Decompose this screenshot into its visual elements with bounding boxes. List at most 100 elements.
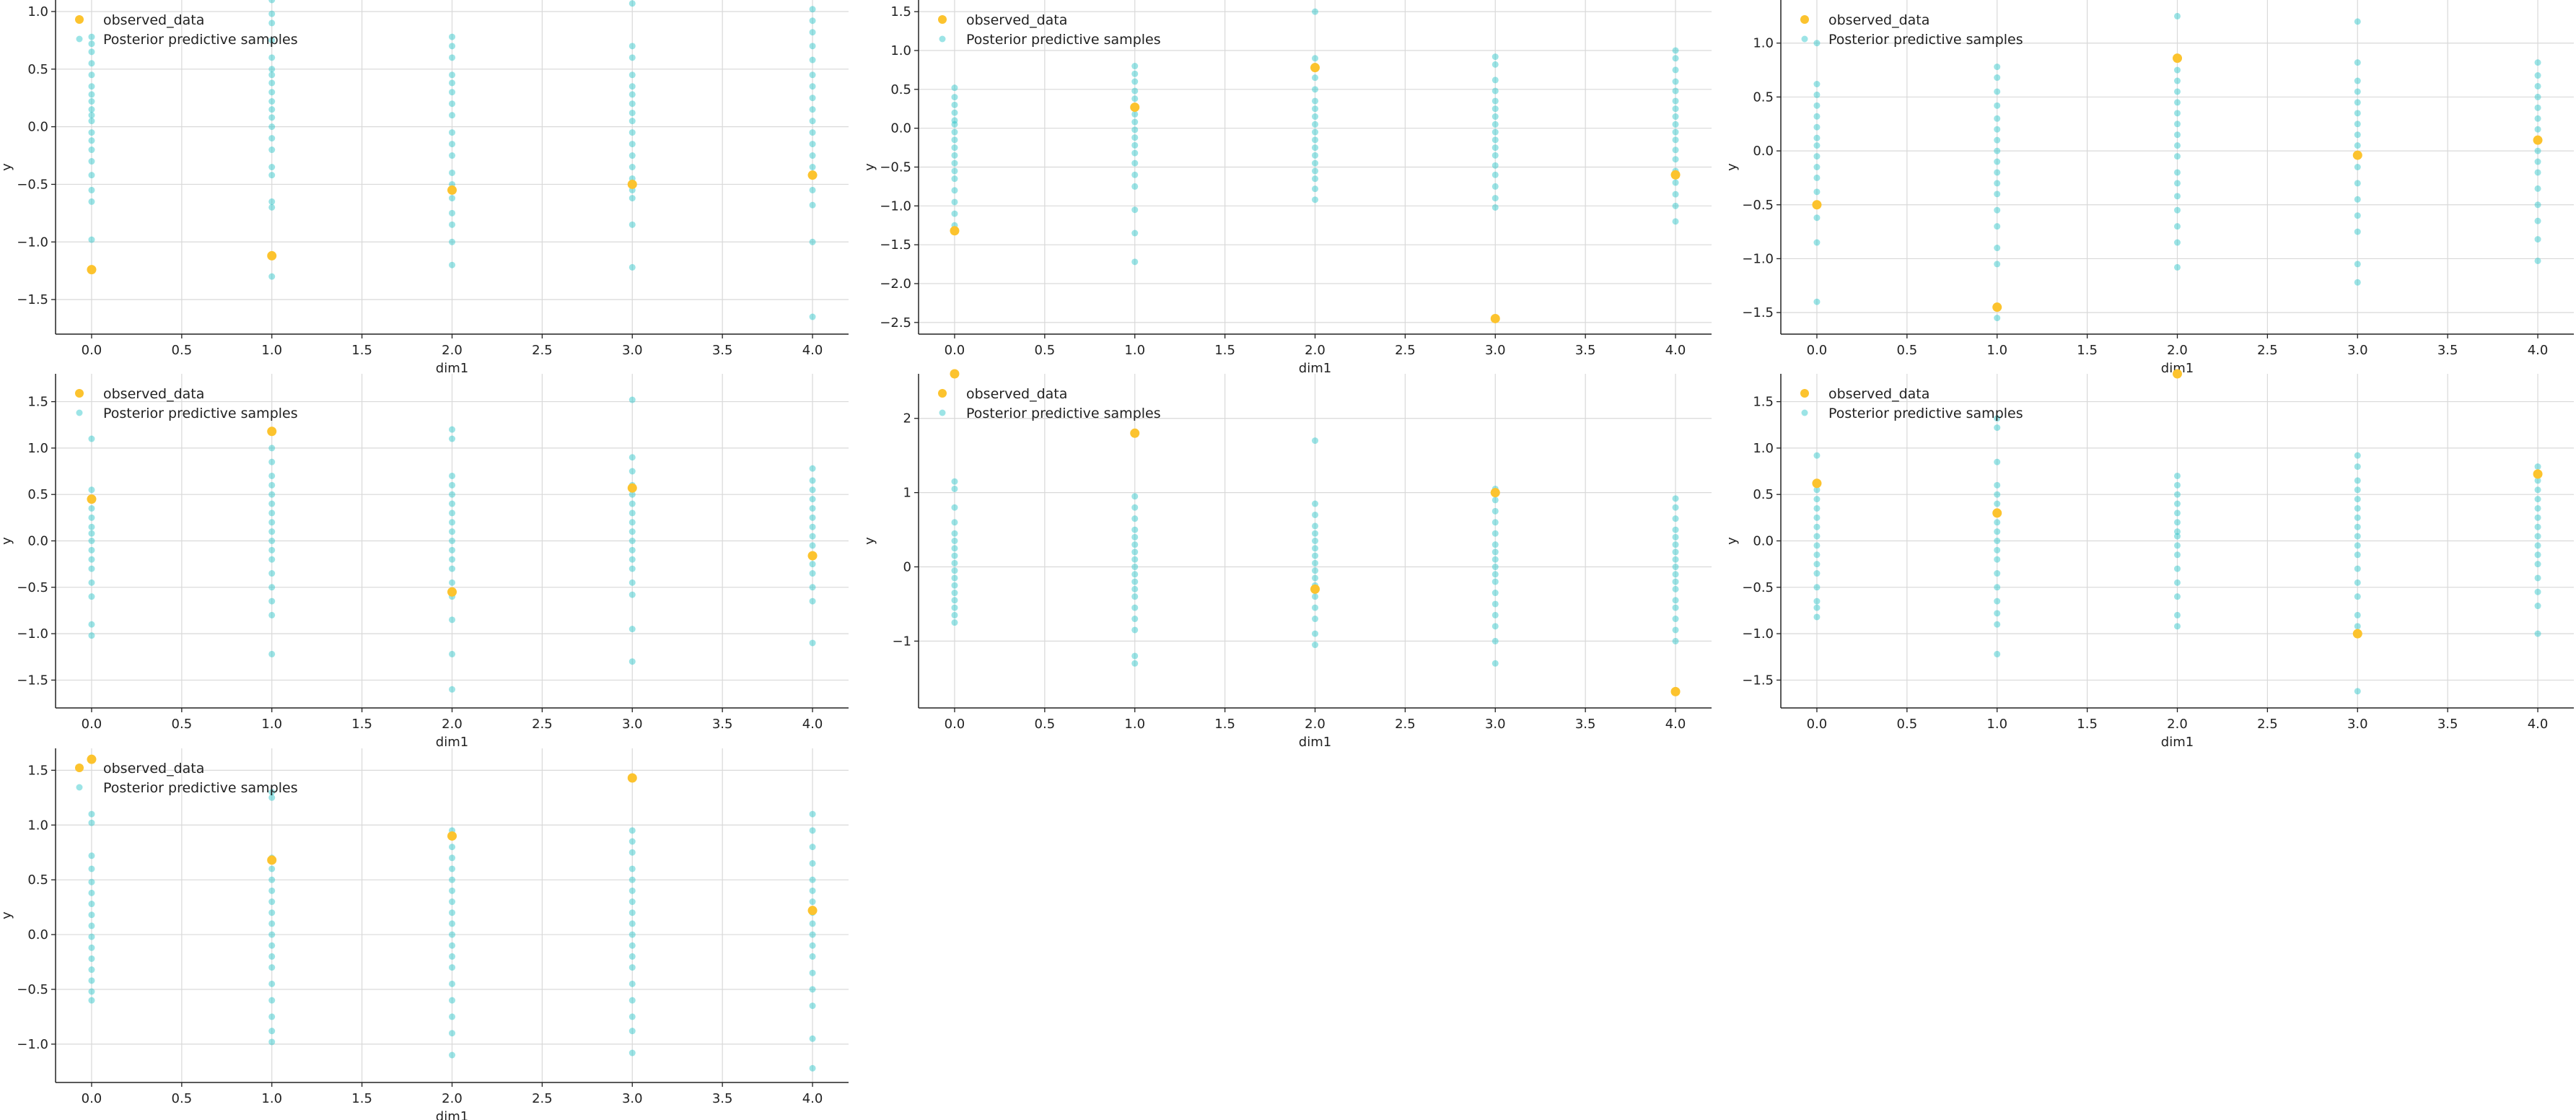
sample-point (628, 83, 636, 90)
sample-point (268, 37, 276, 44)
observed-point (807, 551, 818, 561)
sample-point (951, 619, 958, 626)
sample-point (449, 650, 455, 657)
sample-point (1994, 115, 2001, 122)
sample-point (951, 559, 958, 566)
sample-point (2354, 261, 2361, 268)
sample-point (2354, 477, 2361, 484)
x-tick-label: 2.0 (2167, 717, 2188, 732)
sample-point (268, 528, 276, 535)
sample-point (1994, 528, 2001, 535)
sample-point (809, 533, 816, 540)
sample-point (2354, 623, 2361, 630)
x-tick-label: 3.0 (622, 717, 643, 732)
observed-point (1670, 686, 1681, 696)
sample-point (2174, 153, 2181, 160)
sample-point (1312, 522, 1318, 530)
sample-point (1312, 136, 1318, 144)
sample-point (88, 158, 95, 165)
sample-point (449, 169, 455, 176)
legend: observed_data Posterior predictive sample… (75, 761, 298, 796)
x-tick-label: 3.0 (622, 1091, 643, 1106)
sample-point (449, 876, 455, 883)
sample-point (809, 876, 816, 883)
sample-point (1491, 637, 1499, 644)
sample-point (88, 997, 95, 1004)
x-tick-label: 0.0 (1807, 717, 1828, 732)
sample-point (2354, 279, 2361, 286)
sample-point (449, 528, 455, 535)
sample-point (1672, 604, 1679, 611)
sample-point (449, 844, 455, 851)
sample-point (2534, 533, 2541, 540)
sample-point (1491, 162, 1499, 169)
y-tick-label: 0.0 (27, 927, 48, 942)
y-tick-label: 1.0 (27, 441, 48, 456)
sample-point (1491, 600, 1499, 608)
sample-point (449, 942, 455, 949)
observed-point (2533, 469, 2543, 479)
sample-point (628, 898, 636, 906)
legend-samples-marker (1801, 409, 1808, 416)
sample-point (88, 146, 95, 154)
y-tick-label: 0.5 (27, 872, 48, 888)
sample-point (88, 621, 95, 628)
sample-point (1994, 126, 2001, 133)
sample-point (1131, 149, 1139, 157)
sample-point (2354, 142, 2361, 149)
sample-point (268, 71, 276, 79)
sample-point (2174, 263, 2181, 271)
sample-point (88, 523, 95, 530)
sample-point (628, 1028, 636, 1035)
sample-point (2174, 579, 2181, 586)
observed-point (950, 369, 960, 379)
sample-point (2534, 217, 2541, 224)
sample-point (1994, 206, 2001, 214)
observed-point (950, 226, 960, 236)
sample-point (1312, 552, 1318, 559)
sample-point (809, 598, 816, 605)
legend: observed_data Posterior predictive sample… (938, 386, 1161, 421)
sample-point (1994, 424, 2001, 432)
sample-point (449, 920, 455, 927)
sample-point (809, 931, 816, 938)
sample-point (1813, 102, 1821, 109)
sample-point (1813, 533, 1821, 540)
x-tick-label: 1.0 (1986, 717, 2007, 732)
sample-point (1994, 621, 2001, 628)
sample-point (628, 500, 636, 507)
sample-point (268, 79, 276, 87)
sample-point (1491, 183, 1499, 190)
sample-point (268, 1013, 276, 1020)
sample-point (268, 887, 276, 894)
x-tick-label: 4.0 (2528, 717, 2549, 732)
sample-point (628, 997, 636, 1004)
sample-point (88, 118, 95, 125)
sample-point (449, 54, 455, 61)
sample-point (951, 167, 958, 175)
sample-point (628, 396, 636, 403)
sample-point (268, 1028, 276, 1035)
x-tick-label: 0.5 (172, 717, 193, 732)
sample-point (88, 435, 95, 442)
x-tick-label: 1.5 (2077, 343, 2098, 358)
sample-point (1312, 604, 1318, 611)
sample-point (1131, 78, 1139, 85)
sample-point (1491, 121, 1499, 128)
sample-point (449, 519, 455, 526)
sample-point (809, 986, 816, 993)
sample-point (1491, 556, 1499, 563)
sample-point (1491, 171, 1499, 178)
sample-point (1312, 167, 1318, 175)
y-tick-label: 0.0 (890, 121, 911, 136)
sample-point (2174, 206, 2181, 214)
sample-point (1813, 80, 1821, 87)
sample-point (1312, 196, 1318, 204)
sample-point (2354, 523, 2361, 530)
sample-point (809, 6, 816, 13)
x-tick-label: 2.5 (532, 717, 553, 732)
sample-point (1491, 611, 1499, 618)
y-tick-label: −0.5 (880, 160, 911, 175)
sample-point (88, 977, 95, 984)
x-axis-label: dim1 (2161, 735, 2194, 750)
